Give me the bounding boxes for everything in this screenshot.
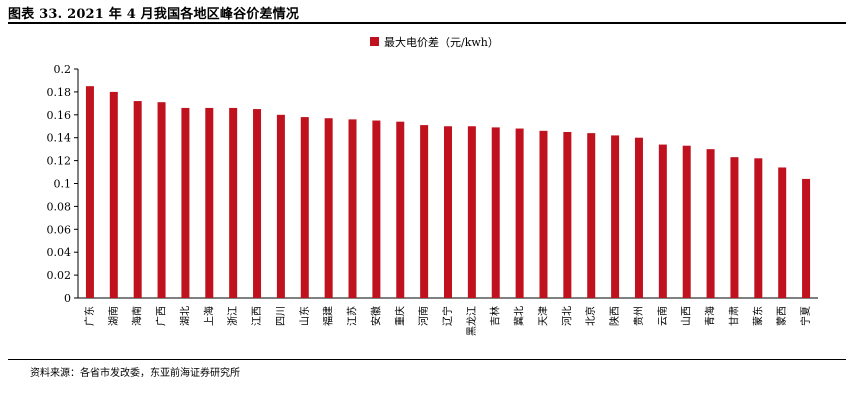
figure-title: 图表 33. 2021 年 4 月我国各地区峰谷价差情况 bbox=[8, 7, 300, 22]
x-tick-label: 上海 bbox=[202, 306, 215, 326]
x-tick-label: 江苏 bbox=[346, 306, 359, 326]
bar bbox=[563, 131, 572, 298]
x-tick-label: 吉林 bbox=[489, 306, 502, 326]
y-tick-label: 0.2 bbox=[54, 63, 72, 76]
y-tick-label: 0.02 bbox=[47, 269, 72, 282]
x-tick-label: 广西 bbox=[156, 306, 168, 326]
x-tick-label: 湖北 bbox=[179, 306, 191, 326]
bar bbox=[444, 126, 452, 298]
bar bbox=[491, 127, 500, 299]
y-tick-label: 0.04 bbox=[47, 246, 72, 259]
bar-series bbox=[85, 86, 811, 299]
x-tick-label: 山东 bbox=[298, 306, 311, 326]
bar bbox=[634, 137, 643, 298]
x-tick-label: 广东 bbox=[83, 306, 96, 326]
bar bbox=[229, 107, 238, 299]
bar bbox=[515, 128, 524, 298]
legend-swatch bbox=[370, 37, 379, 46]
x-tick-label: 北京 bbox=[584, 306, 597, 326]
y-tick-label: 0.16 bbox=[47, 109, 72, 122]
x-tick-label: 湖南 bbox=[107, 306, 120, 326]
bar bbox=[539, 130, 548, 298]
x-tick-label: 黑龙江 bbox=[465, 306, 478, 336]
x-tick-label: 山西 bbox=[681, 306, 693, 326]
bar bbox=[587, 133, 596, 298]
x-tick-label: 宁夏 bbox=[799, 306, 812, 326]
x-tick-label: 海南 bbox=[131, 306, 144, 326]
chart-legend: 最大电价差（元/kwh） bbox=[370, 35, 499, 49]
bar bbox=[133, 101, 142, 298]
x-tick-label: 贵州 bbox=[632, 306, 645, 326]
bar bbox=[396, 121, 405, 298]
y-tick-label: 0.14 bbox=[47, 132, 72, 145]
y-tick-label: 0 bbox=[64, 292, 71, 305]
bar bbox=[205, 107, 214, 299]
bar bbox=[324, 118, 333, 298]
bar bbox=[682, 145, 691, 298]
x-tick-label: 辽宁 bbox=[441, 306, 454, 326]
x-tick-label: 河南 bbox=[417, 306, 430, 326]
source-note: 资料来源：各省市发改委，东亚前海证券研究所 bbox=[30, 368, 240, 379]
x-tick-label: 安徽 bbox=[369, 306, 382, 326]
x-tick-label: 甘肃 bbox=[727, 306, 740, 326]
bar bbox=[253, 109, 262, 298]
x-tick-label: 浙江 bbox=[227, 306, 239, 326]
x-tick-label: 青海 bbox=[704, 306, 717, 326]
y-tick-label: 0.08 bbox=[47, 200, 72, 213]
bar bbox=[372, 120, 381, 299]
top-rule bbox=[8, 22, 846, 24]
x-axis: 广东 湖南 海南 广西 湖北 上海 浙江 江西 四川 山东 福建 江苏 安徽 重庆 河南 辽宁 黑龙江 吉林 冀北天… bbox=[78, 297, 818, 336]
x-tick-label: 四川 bbox=[276, 306, 287, 326]
x-tick-label: 蒙东 bbox=[751, 306, 764, 326]
x-tick-label: 福建 bbox=[322, 306, 335, 326]
bar-chart: 最大电价差（元/kwh） 0 0.02 0.04 0.06 0.08 0.1 0.12 0.1… bbox=[47, 35, 818, 336]
bar bbox=[611, 135, 620, 298]
bar bbox=[276, 114, 285, 298]
x-tick-label: 河北 bbox=[561, 306, 573, 326]
x-tick-label: 陕西 bbox=[608, 306, 621, 326]
legend-label: 最大电价差（元/kwh） bbox=[384, 35, 499, 49]
bar bbox=[467, 126, 476, 298]
x-tick-label: 云南 bbox=[656, 306, 669, 326]
x-tick-label: 重庆 bbox=[393, 306, 406, 326]
bar bbox=[348, 119, 357, 298]
bar bbox=[85, 86, 94, 298]
y-tick-label: 0.06 bbox=[47, 223, 72, 236]
bar bbox=[157, 102, 166, 298]
bar bbox=[706, 149, 715, 298]
bar bbox=[109, 91, 118, 299]
x-tick-label: 蒙西 bbox=[775, 306, 788, 326]
y-tick-label: 0.12 bbox=[47, 155, 72, 168]
bar bbox=[730, 157, 739, 298]
y-tick-label: 0.18 bbox=[47, 86, 72, 99]
bar bbox=[420, 125, 429, 298]
bar bbox=[754, 158, 763, 298]
x-tick-label: 天津 bbox=[537, 306, 549, 326]
bottom-rule bbox=[8, 359, 846, 360]
y-tick-label: 0.1 bbox=[54, 178, 72, 191]
bar bbox=[802, 178, 811, 298]
x-tick-label: 江西 bbox=[251, 306, 263, 326]
bar bbox=[300, 117, 309, 298]
bar bbox=[181, 107, 190, 299]
bar bbox=[658, 144, 667, 298]
bar bbox=[778, 167, 787, 298]
y-axis: 0 0.02 0.04 0.06 0.08 0.1 0.12 0.14 0.16 0.18 0.2 bbox=[47, 63, 79, 305]
x-tick-label: 冀北 bbox=[513, 306, 526, 326]
